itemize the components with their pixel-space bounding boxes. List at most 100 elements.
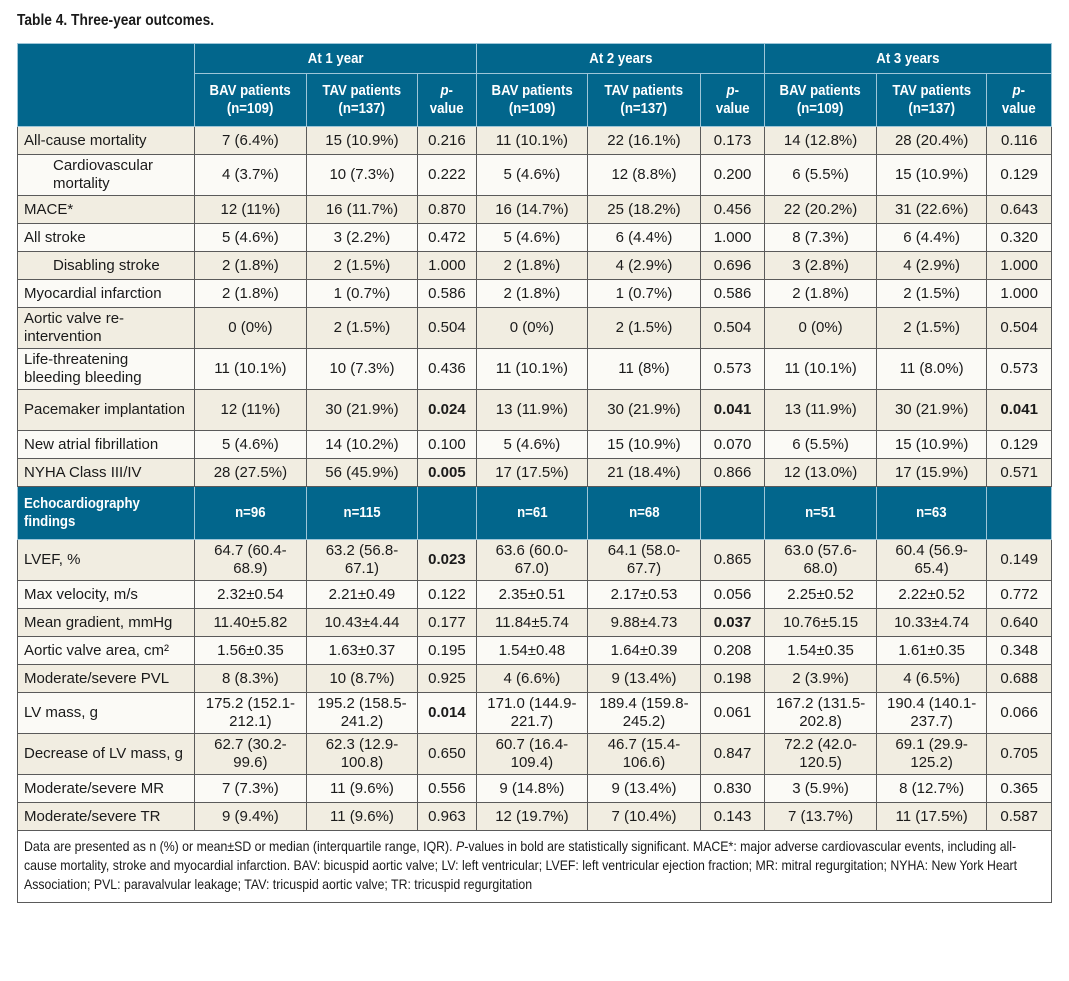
value-cell: 56 (45.9%) xyxy=(305,458,419,487)
p-value-cell: 0.122 xyxy=(417,580,477,609)
value-cell: 7 (6.4%) xyxy=(194,126,307,155)
value-cell: 30 (21.9%) xyxy=(305,389,419,431)
p-value-cell: 0.173 xyxy=(699,126,766,155)
value-cell: 72.2 (42.0-120.5) xyxy=(764,733,877,775)
row-label: All-cause mortality xyxy=(16,126,196,155)
value-cell: 31 (22.6%) xyxy=(875,195,988,224)
value-cell: 2.35±0.51 xyxy=(475,580,589,609)
value-cell: 11 (10.1%) xyxy=(764,348,877,390)
row-label: LV mass, g xyxy=(16,692,196,734)
table-row: All-cause mortality 7 (6.4%) 15 (10.9%) 0.2… xyxy=(16,126,1052,155)
p-value-cell: 0.024 xyxy=(417,389,477,431)
value-cell: 1 (0.7%) xyxy=(587,279,701,308)
value-cell: 2 (1.5%) xyxy=(875,279,988,308)
table-row: Myocardial infarction 2 (1.8%) 1 (0.7%) 0.5… xyxy=(16,279,1052,308)
value-cell: 5 (4.6%) xyxy=(475,223,589,252)
value-cell: 1.63±0.37 xyxy=(305,636,419,665)
footnote: Data are presented as n (%) or mean±SD o… xyxy=(17,830,1052,903)
value-cell: 2.21±0.49 xyxy=(305,580,419,609)
table-row: All stroke 5 (4.6%) 3 (2.2%) 0.472 5 (4.6%) 6… xyxy=(16,223,1052,252)
value-cell: 30 (21.9%) xyxy=(587,389,701,431)
p-value-cell: 0.643 xyxy=(986,195,1052,224)
table-row: Moderate/severe MR 7 (7.3%) 11 (9.6%) 0.556… xyxy=(16,774,1052,803)
p-value-cell: 0.143 xyxy=(699,802,766,831)
row-label: Myocardial infarction xyxy=(16,279,196,308)
section-count-cell: n=63 xyxy=(875,486,988,540)
value-cell: 2 (3.9%) xyxy=(764,664,877,693)
column-header-p-period-1: p-value xyxy=(417,73,477,127)
value-cell: 7 (10.4%) xyxy=(587,802,701,831)
p-value-cell: 0.696 xyxy=(699,251,766,280)
value-cell: 63.6 (60.0-67.0) xyxy=(475,539,589,581)
value-cell: 60.7 (16.4-109.4) xyxy=(475,733,589,775)
p-value-cell: 0.222 xyxy=(417,154,477,196)
value-cell: 13 (11.9%) xyxy=(764,389,877,431)
table-row: New atrial fibrillation 5 (4.6%) 14 (10.2%… xyxy=(16,430,1052,459)
table-row: Aortic valve re-intervention 0 (0%) 2 (1.5… xyxy=(16,307,1052,349)
table-row: LVEF, % 64.7 (60.4-68.9) 63.2 (56.8-67.1) 0… xyxy=(16,539,1052,581)
p-value-cell: 0.320 xyxy=(986,223,1052,252)
table-row: Aortic valve area, cm² 1.56±0.35 1.63±0.37… xyxy=(16,636,1052,665)
value-cell: 11 (17.5%) xyxy=(875,802,988,831)
p-value-cell: 0.472 xyxy=(417,223,477,252)
value-cell: 6 (4.4%) xyxy=(875,223,988,252)
column-header-bav-period-3: BAV patients (n=109) xyxy=(764,73,877,127)
p-value-cell: 0.023 xyxy=(417,539,477,581)
p-value-cell: 0.005 xyxy=(417,458,477,487)
section-count-cell: n=115 xyxy=(305,486,419,540)
value-cell: 11.84±5.74 xyxy=(475,608,589,637)
section-count-cell xyxy=(986,486,1052,540)
value-cell: 3 (5.9%) xyxy=(764,774,877,803)
row-label: Life-threatening bleeding bleeding xyxy=(16,348,196,390)
value-cell: 15 (10.9%) xyxy=(305,126,419,155)
table-caption: Table 4. Three-year outcomes. xyxy=(17,12,215,29)
p-value-cell: 1.000 xyxy=(417,251,477,280)
column-header-tav-period-3: TAV patients (n=137) xyxy=(875,73,988,127)
value-cell: 2.32±0.54 xyxy=(194,580,307,609)
table-row: Cardiovascular mortality 4 (3.7%) 10 (7.3%… xyxy=(16,154,1052,196)
p-value-cell: 0.198 xyxy=(699,664,766,693)
p-value-cell: 0.963 xyxy=(417,802,477,831)
value-cell: 9 (14.8%) xyxy=(475,774,589,803)
p-value-cell: 0.177 xyxy=(417,608,477,637)
value-cell: 12 (8.8%) xyxy=(587,154,701,196)
value-cell: 4 (6.5%) xyxy=(875,664,988,693)
p-value-cell: 0.504 xyxy=(986,307,1052,349)
value-cell: 22 (20.2%) xyxy=(764,195,877,224)
value-cell: 5 (4.6%) xyxy=(194,223,307,252)
value-cell: 1.54±0.48 xyxy=(475,636,589,665)
value-cell: 2 (1.5%) xyxy=(305,307,419,349)
value-cell: 0 (0%) xyxy=(764,307,877,349)
table-row: Pacemaker implantation 12 (11%) 30 (21.9%)… xyxy=(16,389,1052,431)
value-cell: 10.43±4.44 xyxy=(305,608,419,637)
table-row: NYHA Class III/IV 28 (27.5%) 56 (45.9%) 0.0… xyxy=(16,458,1052,487)
p-value-cell: 0.216 xyxy=(417,126,477,155)
value-cell: 15 (10.9%) xyxy=(875,154,988,196)
value-cell: 10 (8.7%) xyxy=(305,664,419,693)
p-value-cell: 1.000 xyxy=(699,223,766,252)
value-cell: 2 (1.8%) xyxy=(475,251,589,280)
value-cell: 22 (16.1%) xyxy=(587,126,701,155)
value-cell: 12 (13.0%) xyxy=(764,458,877,487)
row-label: Mean gradient, mmHg xyxy=(16,608,196,637)
corner-header-cell xyxy=(16,43,196,127)
row-label: Max velocity, m/s xyxy=(16,580,196,609)
value-cell: 28 (27.5%) xyxy=(194,458,307,487)
table-row: Decrease of LV mass, g 62.7 (30.2-99.6) 62… xyxy=(16,733,1052,775)
p-value-cell: 0.061 xyxy=(699,692,766,734)
p-value-cell: 0.041 xyxy=(699,389,766,431)
p-value-cell: 0.041 xyxy=(986,389,1052,431)
p-value-cell: 0.640 xyxy=(986,608,1052,637)
p-value-cell: 0.865 xyxy=(699,539,766,581)
table-row: Disabling stroke 2 (1.8%) 2 (1.5%) 1.000 2 (… xyxy=(16,251,1052,280)
value-cell: 11 (10.1%) xyxy=(194,348,307,390)
p-value-cell: 0.847 xyxy=(699,733,766,775)
value-cell: 10 (7.3%) xyxy=(305,348,419,390)
value-cell: 64.1 (58.0-67.7) xyxy=(587,539,701,581)
row-label: New atrial fibrillation xyxy=(16,430,196,459)
section-count-cell xyxy=(699,486,766,540)
p-value-cell: 0.870 xyxy=(417,195,477,224)
p-value-cell: 1.000 xyxy=(986,279,1052,308)
p-value-cell: 0.650 xyxy=(417,733,477,775)
p-value-cell: 0.200 xyxy=(699,154,766,196)
